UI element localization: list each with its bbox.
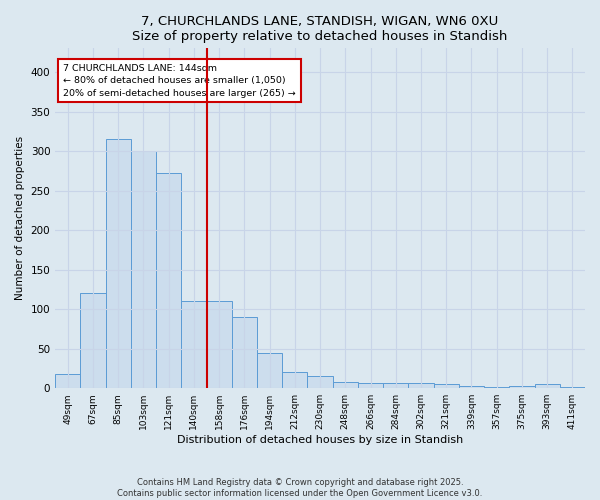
Bar (383, 382, 409, 388)
Bar (80, 294, 106, 388)
Bar (434, 384, 459, 388)
Y-axis label: Number of detached properties: Number of detached properties (15, 136, 25, 300)
Bar (509, 386, 535, 388)
Bar (106, 139, 131, 388)
Bar (257, 352, 282, 388)
Bar (131, 151, 156, 388)
X-axis label: Distribution of detached houses by size in Standish: Distribution of detached houses by size … (177, 435, 463, 445)
Bar (535, 384, 560, 388)
Bar (358, 382, 383, 388)
Bar (484, 386, 509, 388)
Bar (156, 173, 181, 388)
Bar (181, 302, 206, 388)
Bar (332, 382, 358, 388)
Bar (409, 384, 434, 388)
Bar (307, 376, 332, 388)
Bar (282, 372, 307, 388)
Text: 7 CHURCHLANDS LANE: 144sqm
← 80% of detached houses are smaller (1,050)
20% of s: 7 CHURCHLANDS LANE: 144sqm ← 80% of deta… (63, 64, 296, 98)
Bar (232, 317, 257, 388)
Bar (560, 386, 585, 388)
Text: Contains HM Land Registry data © Crown copyright and database right 2025.
Contai: Contains HM Land Registry data © Crown c… (118, 478, 482, 498)
Title: 7, CHURCHLANDS LANE, STANDISH, WIGAN, WN6 0XU
Size of property relative to detac: 7, CHURCHLANDS LANE, STANDISH, WIGAN, WN… (133, 15, 508, 43)
Bar (459, 386, 484, 388)
Bar (55, 374, 80, 388)
Bar (206, 302, 232, 388)
